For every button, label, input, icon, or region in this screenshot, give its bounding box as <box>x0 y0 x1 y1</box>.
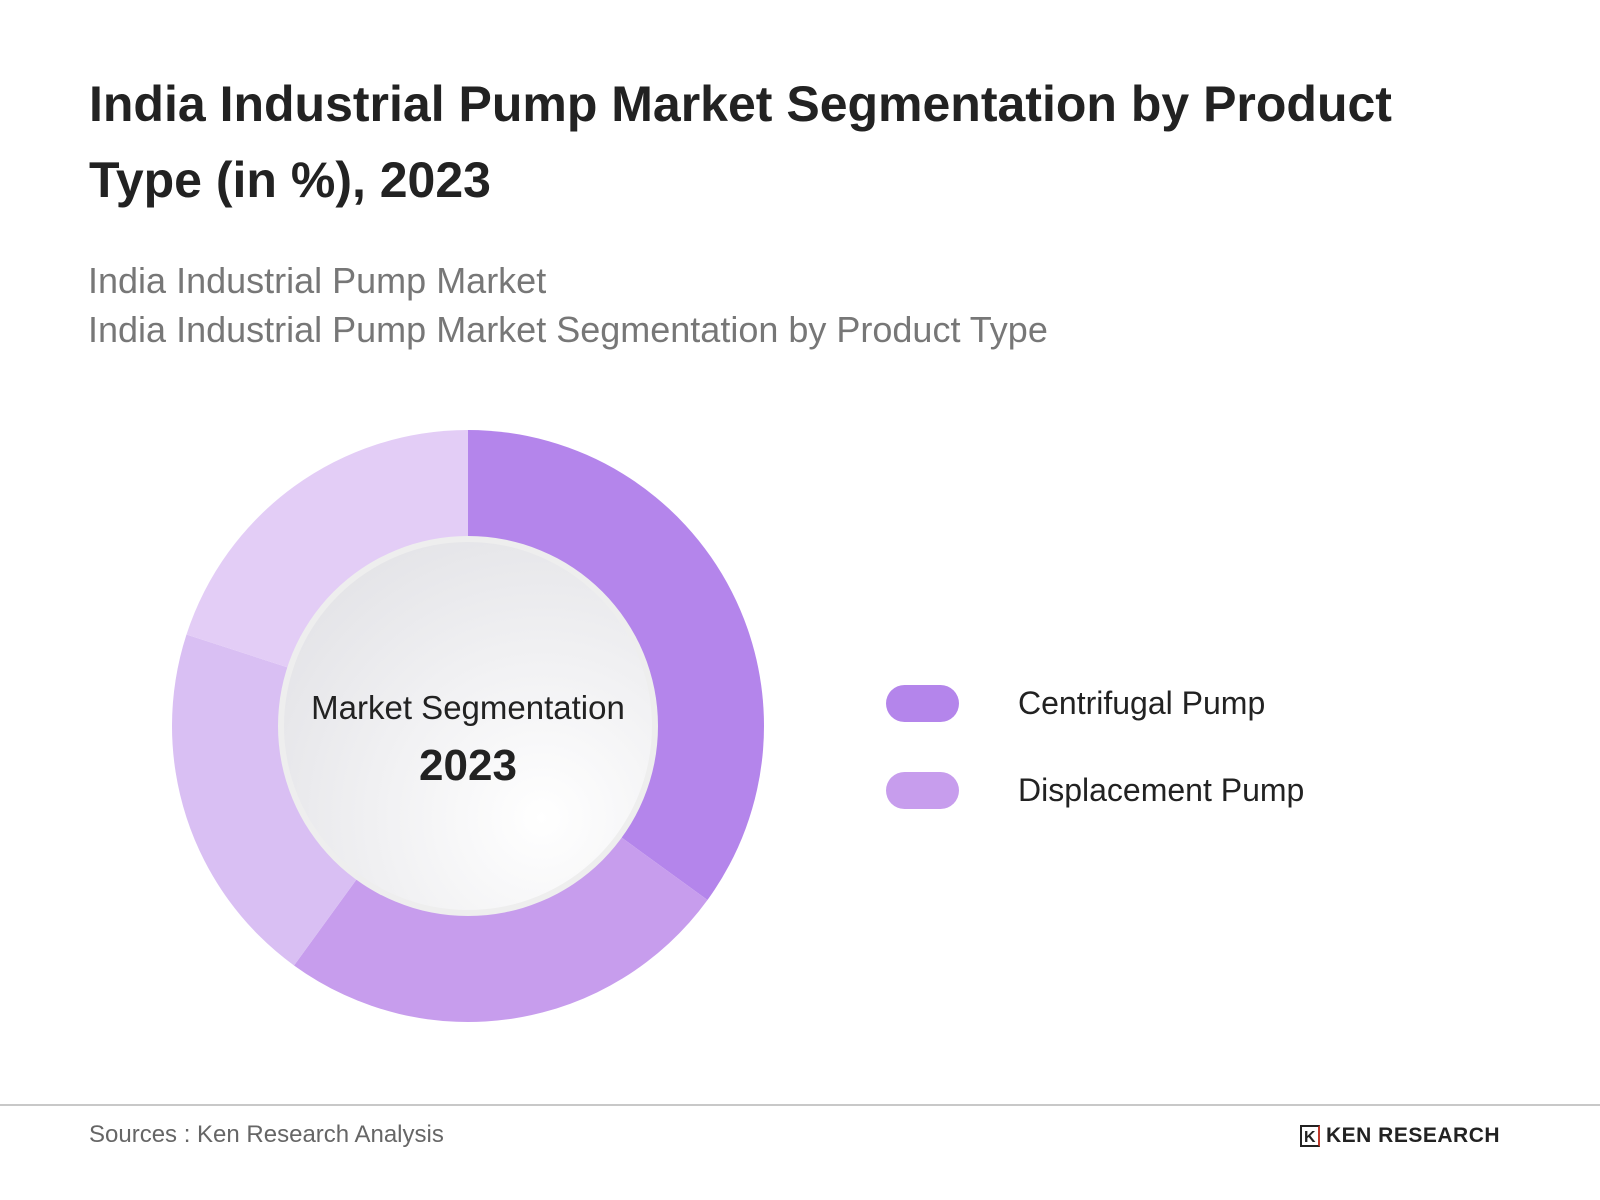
legend-swatch <box>886 772 959 809</box>
subtitle-line-1: India Industrial Pump Market <box>88 260 547 301</box>
center-label: Market Segmentation <box>311 689 625 726</box>
center-value: 2023 <box>419 741 517 790</box>
legend: Centrifugal Pump Displacement Pump <box>886 660 1304 834</box>
ken-research-logo: K KEN RESEARCH <box>1300 1124 1500 1148</box>
legend-label: Displacement Pump <box>1018 772 1305 808</box>
legend-item-centrifugal-pump: Centrifugal Pump <box>886 660 1304 747</box>
page-title: India Industrial Pump Market Segmentatio… <box>89 76 1392 208</box>
subtitle-line-2: India Industrial Pump Market Segmentatio… <box>88 309 1048 350</box>
logo-mark-icon: K <box>1300 1125 1320 1147</box>
logo-text: KEN RESEARCH <box>1326 1124 1501 1147</box>
donut-hole <box>284 542 652 910</box>
legend-item-displacement-pump: Displacement Pump <box>886 747 1304 834</box>
source-note: Sources : Ken Research Analysis <box>89 1121 444 1148</box>
subtitle: India Industrial Pump Market India Indus… <box>88 256 1048 354</box>
footer-divider <box>0 1104 1600 1106</box>
legend-label: Centrifugal Pump <box>1018 685 1266 721</box>
legend-swatch <box>886 685 959 722</box>
donut-chart: Market Segmentation 2023 <box>171 430 765 1022</box>
